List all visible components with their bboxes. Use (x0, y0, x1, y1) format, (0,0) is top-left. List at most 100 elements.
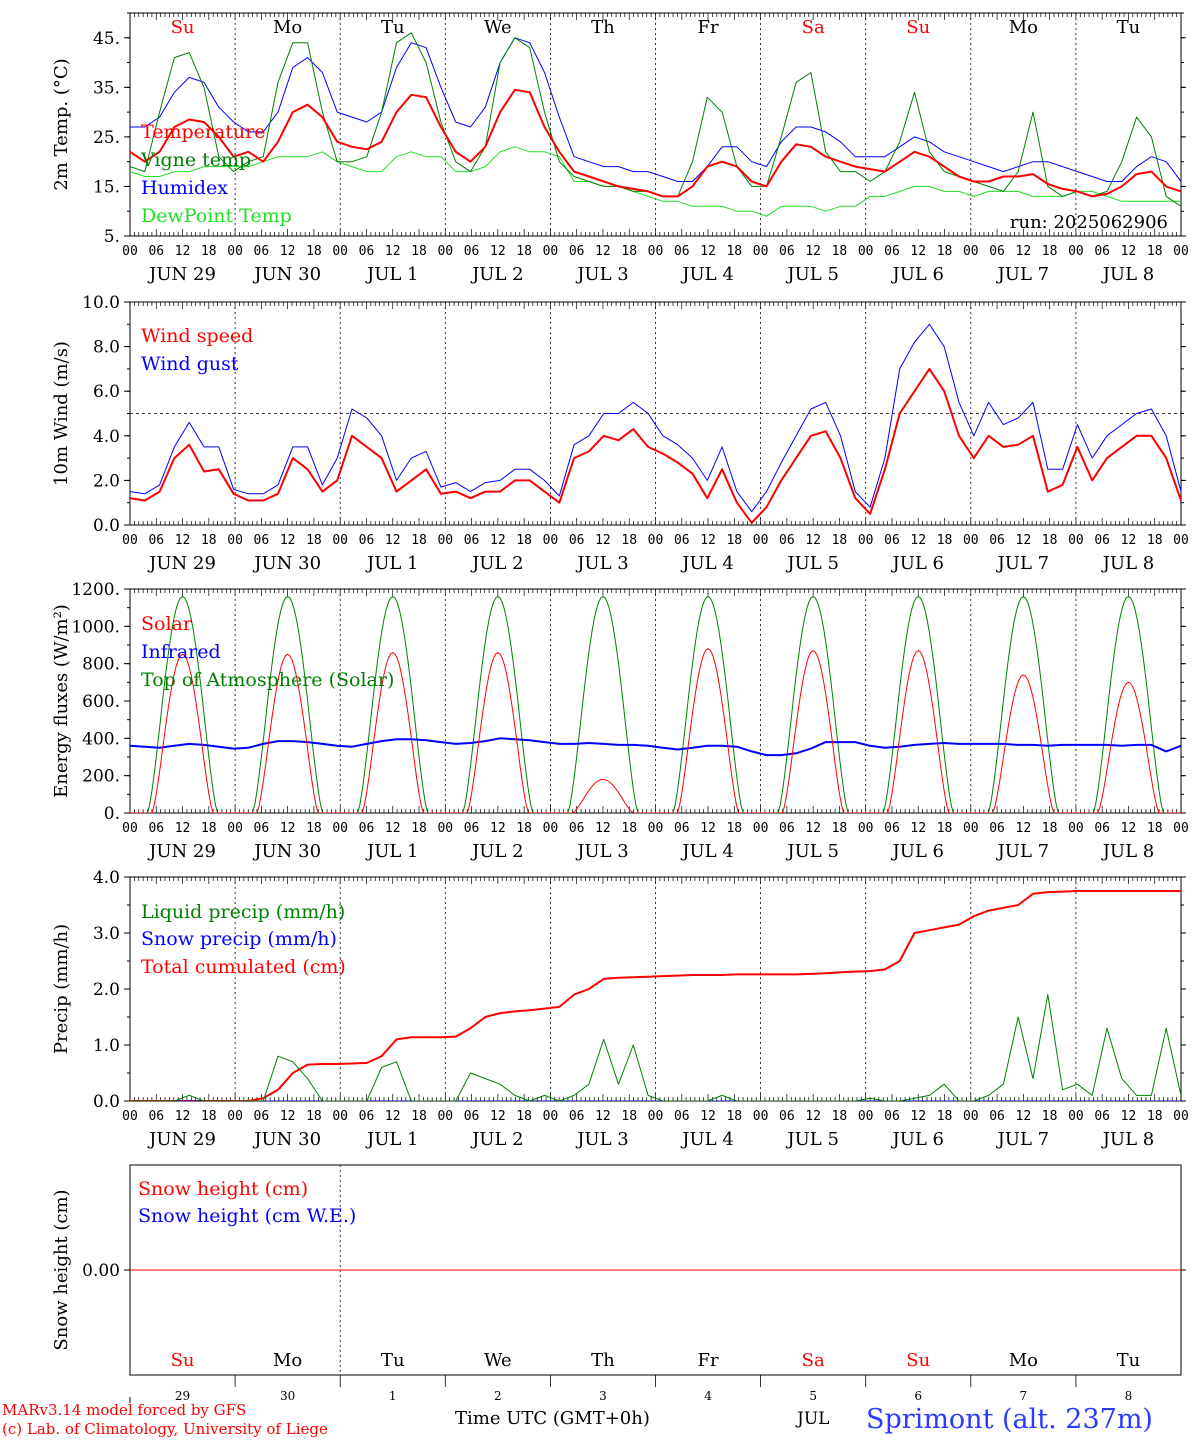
y-axis-label: Energy fluxes (W/m²) (51, 604, 72, 798)
date-label: JUL 2 (470, 1129, 524, 1150)
y-tick-label: 800. (82, 655, 120, 675)
y-tick-label: 25. (93, 128, 120, 148)
hour-tick-label: 06 (779, 821, 795, 836)
hour-tick-label: 12 (175, 244, 191, 259)
hour-tick-label: 00 (437, 1109, 453, 1124)
hour-tick-label: 12 (385, 1109, 401, 1124)
hour-tick-label: 18 (306, 821, 322, 836)
hour-tick-label: 00 (648, 821, 664, 836)
hour-tick-label: 12 (490, 244, 506, 259)
location-title: Sprimont (alt. 237m) (866, 1404, 1153, 1435)
series-group (130, 596, 1181, 813)
date-label: JUN 30 (252, 841, 321, 862)
y-tick-label: 1000. (71, 617, 120, 637)
hour-tick-label: 12 (595, 821, 611, 836)
series-group (130, 32, 1181, 217)
hour-tick-label: 06 (254, 533, 270, 548)
day-of-week-label: Tu (1117, 1350, 1141, 1371)
hour-tick-label: 12 (1016, 533, 1032, 548)
hour-tick-label: 12 (1121, 821, 1137, 836)
hour-tick-label: 12 (1121, 244, 1137, 259)
legend-entry: Snow height (cm) (138, 1178, 308, 1200)
hour-tick-label: 00 (332, 533, 348, 548)
legend-entry: Total cumulated (cm) (141, 956, 346, 978)
date-label: JUL 2 (470, 841, 524, 862)
hour-tick-label: 00 (753, 1109, 769, 1124)
legend-entry: Snow precip (mm/h) (141, 928, 337, 950)
day-of-week-label: We (484, 1350, 512, 1371)
hour-tick-label: 12 (1016, 821, 1032, 836)
hour-tick-label: 18 (201, 244, 217, 259)
date-label: JUL 2 (470, 553, 524, 574)
hour-tick-label: 12 (385, 244, 401, 259)
date-label: JUL 1 (365, 553, 419, 574)
hour-tick-label: 06 (674, 821, 690, 836)
day-of-week-label: Tu (381, 17, 405, 38)
hour-tick-label: 00 (437, 244, 453, 259)
y-axis-label: Precip (mm/h) (51, 924, 72, 1054)
hour-tick-label: 18 (411, 821, 427, 836)
hour-tick-label: 18 (726, 244, 742, 259)
date-label: JUL 7 (996, 553, 1050, 574)
hour-tick-label: 12 (1121, 533, 1137, 548)
day-of-week-label: We (484, 17, 512, 38)
y-tick-label: 400. (82, 729, 120, 749)
hour-tick-label: 12 (700, 244, 716, 259)
y-tick-label: 3.0 (93, 924, 120, 944)
day-of-week-label: Sa (802, 1350, 825, 1371)
legend-entry: Humidex (141, 177, 228, 199)
date-label: JUN 30 (252, 1129, 321, 1150)
y-tick-label: 10.0 (82, 293, 120, 313)
date-label: JUL 6 (890, 841, 944, 862)
hour-tick-label: 12 (1016, 244, 1032, 259)
day-of-week-label: Sa (802, 17, 825, 38)
date-label: JUL 6 (890, 1129, 944, 1150)
date-label: JUL 8 (1101, 264, 1155, 285)
hour-tick-label: 12 (910, 821, 926, 836)
hour-tick-label: 06 (884, 244, 900, 259)
day-number-label: 29 (175, 1389, 190, 1403)
legend-entry: Infrared (141, 641, 221, 663)
panel-energy: 0. 200. 400. 600. 800. 1000. 1200. Energy fluxe… (51, 580, 1189, 862)
hour-tick-label: 00 (1068, 244, 1084, 259)
day-of-week-label: Th (591, 1350, 615, 1371)
date-label: JUL 4 (680, 553, 734, 574)
day-of-week-label: Mo (273, 1350, 302, 1371)
date-label: JUL 2 (470, 264, 524, 285)
y-tick-label: 2.0 (93, 471, 120, 491)
series-line-total-cumulated-cm- (130, 890, 1181, 1101)
hour-tick-label: 12 (280, 1109, 296, 1124)
hour-tick-label: 00 (753, 533, 769, 548)
hour-tick-label: 12 (805, 533, 821, 548)
date-label: JUL 7 (996, 264, 1050, 285)
hour-tick-label: 18 (832, 533, 848, 548)
hour-tick-label: 06 (989, 533, 1005, 548)
hour-tick-label: 18 (411, 1109, 427, 1124)
y-axis-label: 2m Temp. (°C) (51, 58, 72, 190)
hour-tick-label: 06 (674, 244, 690, 259)
hour-tick-label: 18 (1147, 1109, 1163, 1124)
hour-tick-label: 00 (648, 533, 664, 548)
y-tick-label: 4.0 (93, 427, 120, 447)
hour-tick-label: 06 (464, 821, 480, 836)
y-tick-label: 0.0 (93, 516, 120, 536)
hour-tick-label: 00 (332, 1109, 348, 1124)
date-label: JUL 7 (996, 1129, 1050, 1150)
hour-tick-label: 12 (910, 244, 926, 259)
legend-entry: Temperature (141, 121, 265, 143)
date-label: JUL 8 (1101, 1129, 1155, 1150)
hour-tick-label: 00 (543, 533, 559, 548)
hour-tick-label: 00 (437, 821, 453, 836)
hour-tick-label: 00 (963, 1109, 979, 1124)
hour-tick-label: 12 (805, 821, 821, 836)
legend-entry: Wind gust (141, 353, 239, 375)
hour-tick-label: 18 (1147, 533, 1163, 548)
hour-tick-label: 12 (175, 821, 191, 836)
hour-tick-label: 18 (201, 1109, 217, 1124)
panel-snow: 0.00 Snow height (cm) Su 29 Mo 30 Tu 1 We 2 Th 3 Fr 4… (51, 1164, 1186, 1403)
y-tick-label: 35. (93, 78, 120, 98)
date-label: JUL 6 (890, 553, 944, 574)
date-label: JUN 30 (252, 264, 321, 285)
hour-tick-label: 18 (621, 821, 637, 836)
y-tick-label: 0.0 (93, 1092, 120, 1112)
